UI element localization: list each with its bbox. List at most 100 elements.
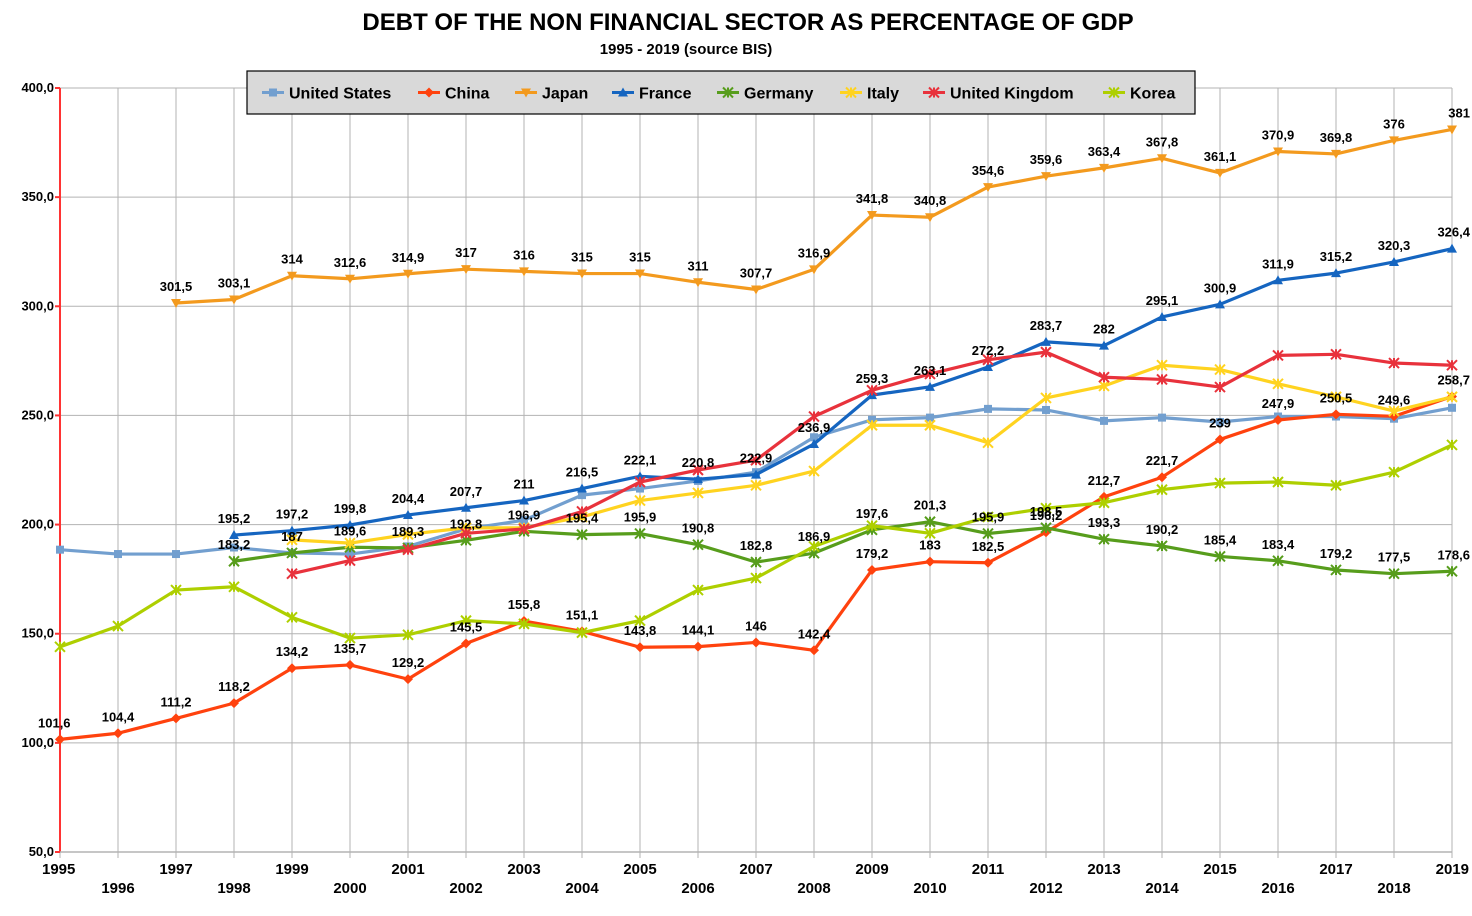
data-label: 303,1 <box>218 276 251 291</box>
data-label: 186,9 <box>798 529 831 544</box>
legend-label: Germany <box>744 86 813 103</box>
legend-label: Italy <box>867 86 899 103</box>
data-point <box>1331 268 1341 278</box>
data-point <box>1040 346 1052 358</box>
data-label: 359,6 <box>1030 152 1063 167</box>
data-label: 179,2 <box>856 546 889 561</box>
x-tick-label: 2000 <box>333 880 366 897</box>
data-point <box>925 213 935 223</box>
data-point <box>692 464 704 476</box>
data-label: 370,9 <box>1262 128 1295 143</box>
data-label: 247,9 <box>1262 396 1295 411</box>
data-label: 341,8 <box>856 191 889 206</box>
data-point <box>1273 275 1283 285</box>
legend-marker <box>424 87 434 98</box>
data-label: 311 <box>688 258 709 273</box>
legend-marker <box>269 88 277 97</box>
data-label: 143,8 <box>624 623 657 638</box>
data-point <box>925 381 935 391</box>
data-label: 135,7 <box>334 641 367 656</box>
x-tick-label: 2014 <box>1145 880 1179 897</box>
y-tick-label: 200,0 <box>21 517 54 532</box>
data-point <box>171 713 181 724</box>
legend-label: Korea <box>1130 86 1175 103</box>
data-label: 312,6 <box>334 255 367 270</box>
data-label: 195,9 <box>972 510 1005 525</box>
x-tick-label: 1999 <box>275 861 308 878</box>
data-label: 183 <box>919 538 941 553</box>
x-tick-label: 2012 <box>1029 880 1062 897</box>
data-label: 315 <box>571 250 593 265</box>
legend-item-korea: Korea <box>1103 86 1175 103</box>
x-tick-label: 2016 <box>1261 880 1294 897</box>
data-point <box>1040 522 1052 534</box>
data-label: 199,8 <box>334 501 367 516</box>
data-point <box>345 520 355 530</box>
data-label: 195,4 <box>566 511 599 526</box>
chart-title: DEBT OF THE NON FINANCIAL SECTOR AS PERC… <box>362 9 1133 36</box>
data-point <box>113 728 123 739</box>
data-point <box>229 530 239 540</box>
data-point <box>635 269 645 279</box>
legend-marker <box>521 88 531 98</box>
data-point <box>403 269 413 279</box>
data-point <box>809 439 819 449</box>
data-point <box>1040 392 1052 404</box>
series-line <box>233 247 1453 537</box>
data-point <box>402 543 414 556</box>
data-point <box>634 527 646 540</box>
data-label: 101,6 <box>38 715 71 730</box>
data-point <box>170 584 182 596</box>
legend-item-japan: Japan <box>515 86 588 103</box>
series-line <box>233 520 1453 576</box>
x-tick-label: 1995 <box>42 861 75 878</box>
data-label: 197,6 <box>856 506 889 521</box>
legend-label: France <box>639 86 692 103</box>
data-point <box>983 557 993 568</box>
data-label: 315,2 <box>1320 249 1353 264</box>
x-tick-label: 1998 <box>217 880 250 897</box>
data-label: 177,5 <box>1378 550 1411 565</box>
data-label: 179,2 <box>1320 546 1353 561</box>
data-point <box>1157 154 1167 164</box>
data-label: 183,4 <box>1262 537 1295 552</box>
data-point <box>1158 413 1166 422</box>
data-point <box>693 474 703 484</box>
x-tick-label: 1997 <box>159 861 192 878</box>
legend-item-united-kingdom: United Kingdom <box>923 86 1074 103</box>
data-point <box>403 509 413 519</box>
data-point <box>924 419 936 431</box>
x-tick-label: 2006 <box>681 880 714 897</box>
data-label: 314,9 <box>392 250 425 265</box>
data-label: 381 <box>1448 105 1470 120</box>
data-point <box>692 538 704 551</box>
data-point <box>1041 172 1051 182</box>
data-label: 189,6 <box>334 523 367 538</box>
legend-marker <box>722 86 734 99</box>
data-point <box>1216 417 1224 426</box>
legend-marker <box>618 87 628 97</box>
data-point <box>1215 299 1225 309</box>
data-point <box>1446 565 1458 577</box>
data-point <box>693 641 703 652</box>
data-point <box>520 516 528 525</box>
data-label: 193,3 <box>1088 515 1121 530</box>
data-point <box>286 611 298 624</box>
data-point <box>1214 363 1226 376</box>
data-point <box>112 620 124 632</box>
x-tick-label: 2005 <box>623 861 656 878</box>
data-point <box>1388 567 1400 580</box>
data-point <box>286 534 298 546</box>
data-point <box>345 274 355 284</box>
series-united-kingdom <box>286 346 1458 580</box>
y-tick-label: 350,0 <box>21 189 54 204</box>
data-label: 178,6 <box>1437 547 1470 562</box>
x-tick-label: 2003 <box>507 861 540 878</box>
data-point <box>1040 502 1052 514</box>
data-point <box>983 183 993 193</box>
data-label: 187 <box>281 529 303 544</box>
data-point <box>983 361 993 371</box>
y-tick-label: 300,0 <box>21 298 54 313</box>
data-label: 283,7 <box>1030 318 1063 333</box>
x-tick-label: 2007 <box>739 861 772 878</box>
